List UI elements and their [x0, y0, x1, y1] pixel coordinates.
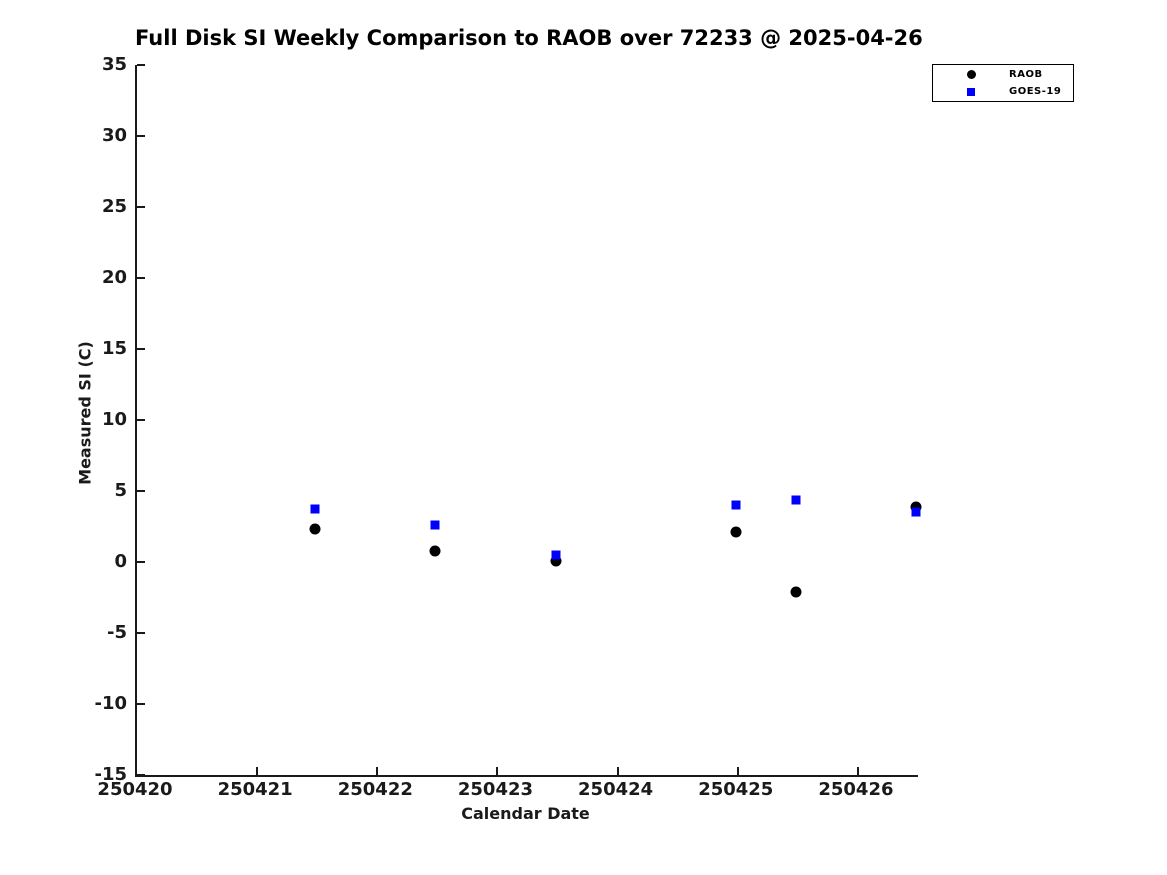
legend: RAOB GOES-19: [932, 64, 1074, 102]
x-tick: [496, 767, 499, 775]
y-tick-label: -5: [107, 622, 127, 643]
chart-title: Full Disk SI Weekly Comparison to RAOB o…: [135, 26, 923, 50]
x-tick-label: 250425: [698, 779, 774, 800]
y-tick-label: 15: [101, 338, 127, 359]
y-tick-label: 0: [114, 551, 127, 572]
y-tick: [137, 561, 145, 563]
y-tick-label: 10: [101, 409, 127, 430]
y-tick: [137, 774, 145, 776]
y-tick: [137, 206, 145, 208]
y-tick-label: -15: [94, 764, 127, 785]
x-tick-label: 250420: [97, 779, 173, 800]
y-tick-label: 35: [101, 54, 127, 75]
data-point-goes-19: [551, 550, 561, 560]
y-tick: [137, 419, 145, 421]
data-point-raob: [910, 501, 922, 513]
x-tick: [376, 767, 379, 775]
data-point-raob: [790, 586, 802, 598]
data-point-goes-19: [791, 495, 801, 505]
x-tick: [616, 767, 619, 775]
x-axis-label: Calendar Date: [461, 804, 590, 823]
data-point-raob: [429, 545, 441, 557]
y-tick-label: 30: [101, 125, 127, 146]
data-point-goes-19: [731, 500, 741, 510]
data-point-goes-19: [430, 520, 440, 530]
x-tick-label: 250422: [337, 779, 413, 800]
y-tick: [137, 490, 145, 492]
goes-19-square-icon: [967, 87, 975, 96]
x-tick-label: 250423: [457, 779, 534, 800]
data-point-raob: [550, 555, 562, 567]
y-tick: [137, 135, 145, 137]
x-tick-label: 250421: [217, 779, 293, 800]
y-tick: [137, 348, 145, 350]
plot-area: [135, 64, 918, 777]
data-point-raob: [309, 523, 321, 535]
legend-item-raob: RAOB: [933, 66, 1073, 83]
legend-label-raob: RAOB: [1009, 68, 1043, 80]
y-tick: [137, 632, 145, 634]
x-tick: [736, 767, 739, 775]
y-tick-label: 20: [101, 267, 127, 288]
y-tick: [137, 703, 145, 705]
y-tick-label: -10: [94, 693, 127, 714]
y-tick: [137, 64, 145, 66]
raob-circle-icon: [966, 69, 976, 79]
legend-item-goes-19: GOES-19: [933, 83, 1073, 100]
x-tick-label: 250426: [818, 779, 894, 800]
y-tick: [137, 277, 145, 279]
legend-label-goes-19: GOES-19: [1009, 86, 1062, 98]
x-tick-label: 250424: [578, 779, 654, 800]
data-point-raob: [730, 526, 742, 538]
y-tick-label: 5: [114, 480, 127, 501]
x-tick: [256, 767, 259, 775]
data-point-goes-19: [911, 507, 921, 517]
x-tick: [856, 767, 859, 775]
data-point-goes-19: [310, 504, 320, 514]
y-tick-label: 25: [101, 196, 127, 217]
